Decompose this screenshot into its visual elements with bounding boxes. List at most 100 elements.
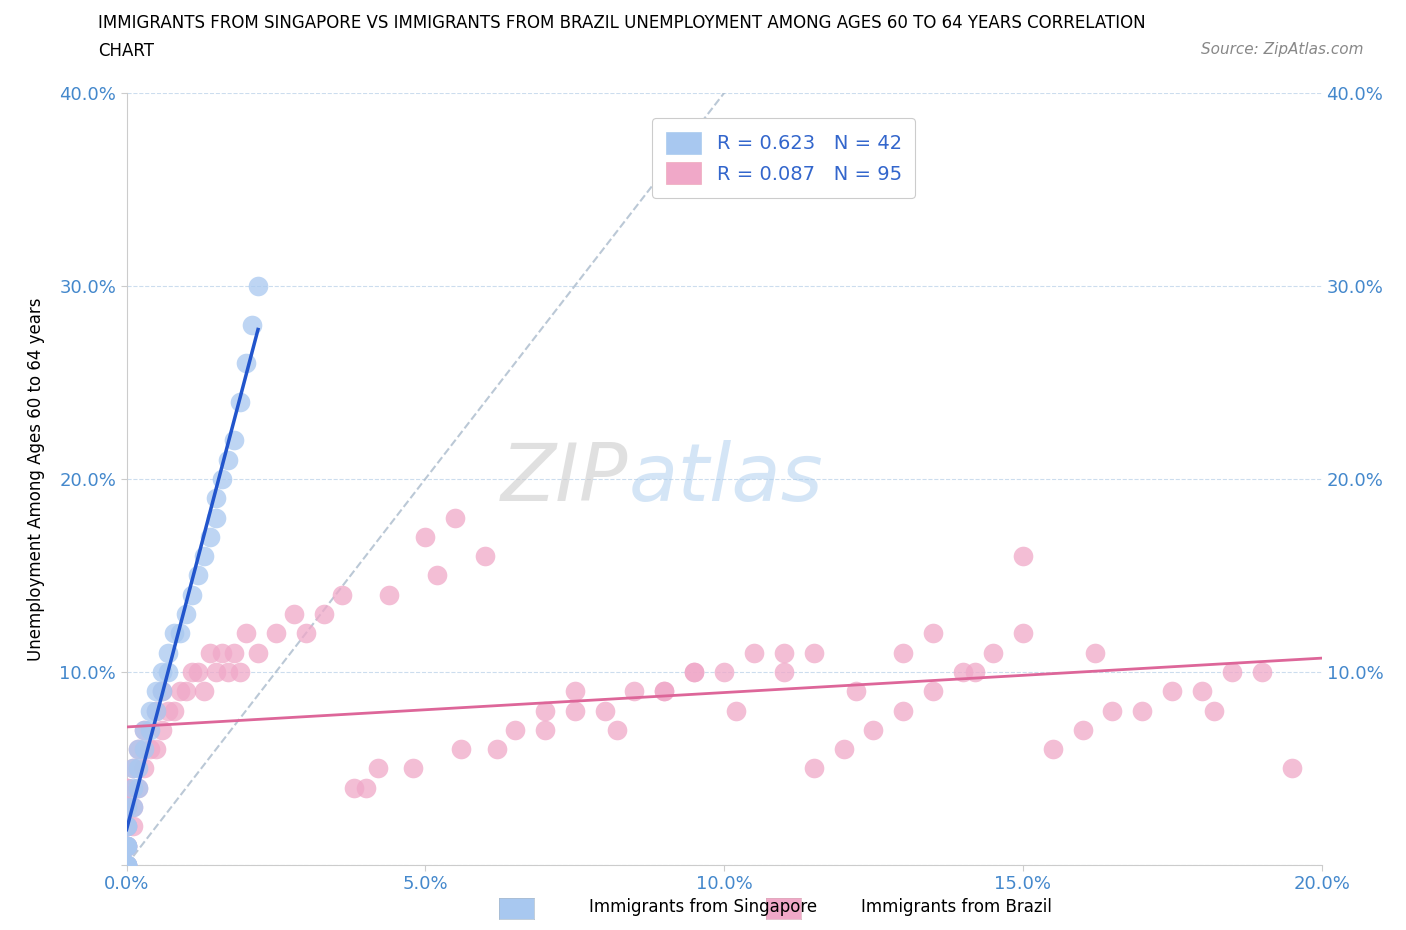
Point (115, 857, 138, 872)
Point (134, 723, 156, 737)
Point (773, 645, 796, 660)
Point (652, 684, 675, 698)
Point (1042, 742, 1064, 757)
Point (205, 665, 228, 680)
Point (121, 761, 143, 776)
Point (1084, 645, 1107, 660)
Point (832, 742, 855, 757)
Text: Immigrants from Brazil: Immigrants from Brazil (860, 897, 1052, 916)
Text: IMMIGRANTS FROM SINGAPORE VS IMMIGRANTS FROM BRAZIL UNEMPLOYMENT AMONG AGES 60 T: IMMIGRANTS FROM SINGAPORE VS IMMIGRANTS … (98, 14, 1146, 32)
Point (330, 588, 353, 603)
Point (893, 703, 915, 718)
Point (486, 742, 509, 757)
Point (952, 665, 974, 680)
Point (235, 626, 257, 641)
Point (115, 819, 138, 834)
Point (205, 511, 228, 525)
Point (115, 838, 138, 853)
Point (1130, 703, 1153, 718)
Point (240, 317, 263, 332)
Point (893, 645, 915, 660)
Point (127, 761, 149, 776)
Point (205, 491, 228, 506)
Point (862, 723, 884, 737)
Point (652, 684, 675, 698)
Point (402, 761, 425, 776)
Point (121, 761, 143, 776)
Point (623, 684, 645, 698)
Point (134, 742, 156, 757)
Point (115, 838, 138, 853)
Point (415, 529, 437, 544)
Point (115, 800, 138, 815)
Y-axis label: Unemployment Among Ages 60 to 64 years: Unemployment Among Ages 60 to 64 years (27, 298, 45, 660)
Point (145, 703, 167, 718)
Point (181, 665, 204, 680)
Point (1281, 761, 1303, 776)
Point (193, 684, 215, 698)
Point (115, 780, 138, 795)
Point (187, 665, 209, 680)
Point (803, 761, 825, 776)
Point (145, 684, 167, 698)
Point (139, 703, 162, 718)
Point (283, 606, 305, 621)
Point (115, 819, 138, 834)
Point (1161, 684, 1184, 698)
Point (115, 857, 138, 872)
Point (294, 626, 316, 641)
Point (211, 472, 233, 486)
Point (134, 761, 156, 776)
Point (343, 780, 366, 795)
Point (115, 800, 138, 815)
Point (152, 665, 174, 680)
Text: Immigrants from Singapore: Immigrants from Singapore (589, 897, 817, 916)
Point (115, 857, 138, 872)
Point (157, 703, 180, 718)
Point (378, 588, 401, 603)
Point (366, 761, 388, 776)
Point (503, 723, 526, 737)
Point (474, 549, 496, 564)
Point (169, 626, 191, 641)
Point (450, 742, 472, 757)
Point (247, 645, 270, 660)
Point (1101, 703, 1123, 718)
Point (115, 857, 138, 872)
Point (354, 780, 377, 795)
Point (444, 511, 467, 525)
Point (713, 665, 735, 680)
Point (564, 684, 586, 698)
Point (235, 356, 257, 371)
Point (922, 626, 945, 641)
Point (742, 645, 765, 660)
Point (773, 665, 796, 680)
Point (152, 684, 174, 698)
Point (312, 606, 335, 621)
Point (127, 742, 149, 757)
Point (844, 684, 866, 698)
Point (157, 665, 180, 680)
Point (1071, 723, 1094, 737)
Point (264, 626, 287, 641)
Point (169, 684, 191, 698)
Point (683, 665, 706, 680)
Point (725, 703, 748, 718)
Point (200, 529, 222, 544)
Point (174, 684, 197, 698)
Point (981, 645, 1004, 660)
Point (115, 857, 138, 872)
Point (1191, 684, 1213, 698)
Point (803, 645, 825, 660)
Point (229, 394, 252, 409)
Point (534, 703, 557, 718)
Point (174, 606, 197, 621)
Text: Source: ZipAtlas.com: Source: ZipAtlas.com (1201, 42, 1364, 57)
Point (115, 838, 138, 853)
Point (115, 838, 138, 853)
Point (229, 665, 252, 680)
Point (121, 819, 143, 834)
Point (217, 452, 239, 467)
Point (115, 819, 138, 834)
Point (121, 780, 143, 795)
